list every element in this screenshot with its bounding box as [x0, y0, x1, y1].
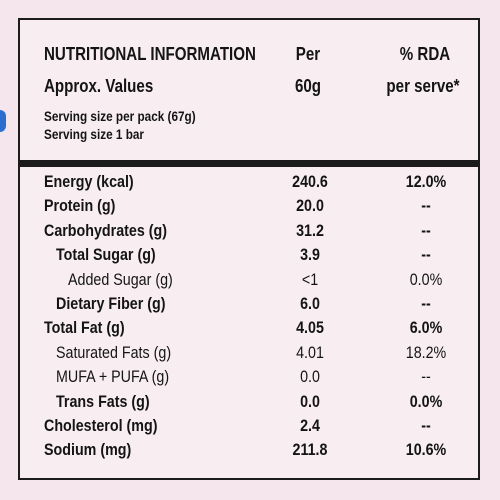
nutrient-label: Carbohydrates (g)	[44, 220, 167, 240]
nutrient-rda-value: 6.0%	[409, 318, 443, 338]
nutrient-label: Total Fat (g)	[44, 318, 125, 338]
nutrient-rda-value: 12.0%	[405, 172, 447, 191]
nutrient-label: Cholesterol (mg)	[44, 416, 158, 435]
header-divider	[20, 160, 478, 167]
nutrient-rda-value: 10.6%	[405, 440, 447, 460]
nutrient-per-value: 240.6	[292, 172, 328, 191]
serving-size-bar: Serving size 1 bar	[44, 126, 145, 142]
nutrient-rda-value: --	[421, 220, 431, 240]
side-tab-marker	[0, 110, 6, 132]
per-column-header: Per	[295, 44, 321, 64]
nutrition-table: NUTRITIONAL INFORMATION Per % RDA Approx…	[18, 18, 480, 480]
rda-subheader: per serve*	[386, 76, 460, 96]
serving-size-pack: Serving size per pack (67g)	[44, 108, 196, 124]
nutrient-label: MUFA + PUFA (g)	[56, 367, 170, 387]
nutrient-per-value: 4.01	[296, 342, 324, 362]
nutrient-label: Total Sugar (g)	[56, 245, 156, 265]
nutrient-rda-value: --	[421, 294, 431, 313]
nutrient-rda-value: --	[421, 367, 431, 387]
nutrient-label: Sodium (mg)	[44, 440, 132, 460]
approx-values-label: Approx. Values	[44, 76, 154, 96]
table-title: NUTRITIONAL INFORMATION	[44, 44, 256, 64]
nutrient-per-value: <1	[301, 269, 319, 289]
nutrient-label: Energy (kcal)	[44, 172, 134, 191]
nutrient-per-value: 31.2	[296, 220, 324, 240]
nutrient-per-value: 4.05	[296, 318, 324, 338]
nutrient-label: Dietary Fiber (g)	[56, 294, 166, 313]
nutrient-per-value: 3.9	[300, 245, 320, 265]
nutrient-per-value: 2.4	[300, 416, 320, 435]
nutrient-rda-value: 0.0%	[409, 269, 443, 289]
nutrient-rda-value: 18.2%	[405, 342, 447, 362]
nutrient-label: Saturated Fats (g)	[56, 342, 172, 362]
rda-column-header: % RDA	[399, 44, 451, 64]
nutrient-label: Protein (g)	[44, 196, 116, 216]
nutrient-per-value: 6.0	[300, 294, 320, 313]
nutrient-per-value: 20.0	[296, 196, 324, 216]
nutrient-per-value: 211.8	[292, 440, 328, 460]
nutrient-rda-value: 0.0%	[409, 391, 443, 411]
nutrient-rda-value: --	[421, 196, 431, 216]
nutrient-per-value: 0.0	[300, 391, 320, 411]
nutrient-per-value: 0.0	[300, 367, 320, 387]
per-amount: 60g	[294, 76, 322, 96]
nutrient-label: Trans Fats (g)	[56, 391, 150, 411]
nutrient-rda-value: --	[421, 416, 431, 435]
nutrient-rda-value: --	[421, 245, 431, 265]
nutrient-label: Added Sugar (g)	[68, 269, 173, 289]
